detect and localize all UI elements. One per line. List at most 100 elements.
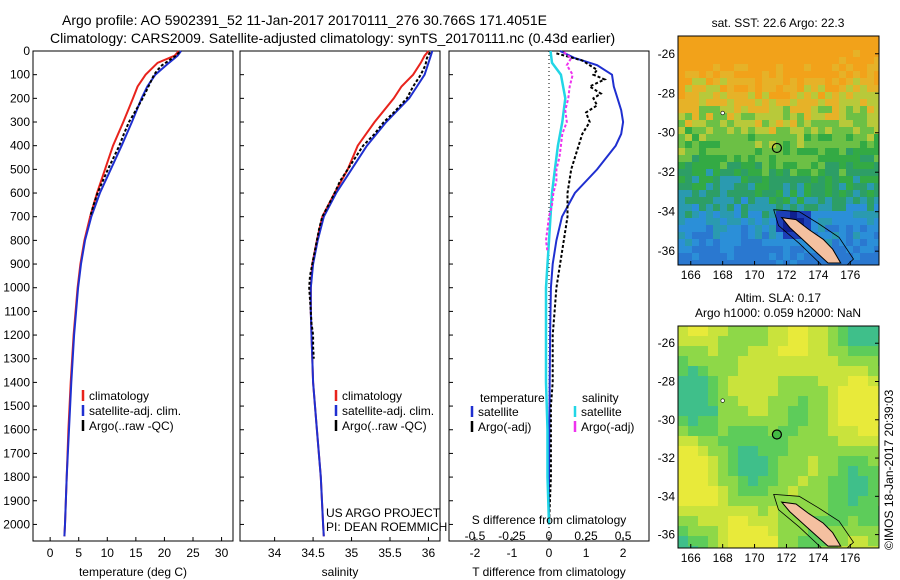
map-cell [832,148,839,155]
map-cell [788,496,798,506]
map-cell [839,99,846,106]
map-cell [783,232,790,239]
map-cell [790,190,797,197]
map-cell [860,197,867,204]
map-cell [734,50,741,57]
map-cell [860,183,867,190]
map-cell [713,176,720,183]
map-cell [790,211,797,218]
map-cell [720,190,727,197]
map-cell [868,376,878,386]
map-cell [748,232,755,239]
map-cell [685,85,692,92]
map-cell [748,386,758,396]
sla-map-title: Altim. SLA: 0.17 [735,291,821,305]
map-cell [762,120,769,127]
map-cell [699,218,706,225]
map-cell [727,260,734,265]
map-cell [790,57,797,64]
map-cell [832,183,839,190]
map-cell [853,232,860,239]
map-cell [734,246,741,253]
map-cell [790,204,797,211]
map-cell [867,225,874,232]
map-cell [741,169,748,176]
map-cell [867,218,874,225]
map-cell [769,246,776,253]
map-cell [846,190,853,197]
map-cell [706,78,713,85]
map-cell [758,416,768,426]
map-cell [769,50,776,57]
map-cell [678,43,685,50]
map-cell [713,239,720,246]
map-cell [825,190,832,197]
map-cell [846,211,853,218]
map-cell [706,197,713,204]
map-cell [678,92,685,99]
map-cell [768,546,778,548]
map-cell [846,92,853,99]
map-cell [790,36,797,43]
map-cell [853,190,860,197]
map-cell [708,456,718,466]
map-frame [677,325,880,549]
map-cell [798,396,808,406]
map-cell [741,155,748,162]
x-tick-label: 0 [47,546,54,560]
map-cell [748,376,758,386]
map-cell [706,43,713,50]
map-cell [818,516,828,526]
map-cell [783,162,790,169]
map-cell [846,148,853,155]
map-cell [720,176,727,183]
map-cell [718,496,728,506]
map-cell [748,426,758,436]
map-cell [811,197,818,204]
map-cell [839,120,846,127]
map-cell [846,36,853,43]
map-cell [713,155,720,162]
map-cell [688,346,698,356]
map-cell [758,546,768,548]
map-cell [720,246,727,253]
map-cell [748,127,755,134]
map-cell [748,50,755,57]
map-cell [783,141,790,148]
map-cell [769,183,776,190]
map-cell [825,85,832,92]
map-cell [797,127,804,134]
map-cell [699,120,706,127]
map-cell [762,99,769,106]
map-cell [692,148,699,155]
map-cell [755,246,762,253]
map-cell [720,113,727,120]
map-cell [776,43,783,50]
map-cell [778,456,788,466]
map-cell [708,526,718,536]
map-cell [748,526,758,536]
map-cell [768,466,778,476]
map-cell [678,239,685,246]
map-cell [692,176,699,183]
map-cell [858,456,868,466]
map-cell [797,218,804,225]
depth-tick-label: 1900 [3,494,30,508]
map-cell [768,426,778,436]
map-cell [748,486,758,496]
legend-label: Argo(..raw -QC) [342,419,427,433]
map-cell [797,50,804,57]
map-cell [874,197,879,204]
map-cell [839,148,846,155]
x-tick-label: 15 [129,546,143,560]
map-cell [811,92,818,99]
map-cell [685,106,692,113]
map-cell [778,396,788,406]
map-cell [874,85,879,92]
map-cell [868,536,878,546]
map-cell [860,134,867,141]
map-cell [818,78,825,85]
map-cell [741,134,748,141]
map-cell [718,426,728,436]
map-cell [874,176,879,183]
